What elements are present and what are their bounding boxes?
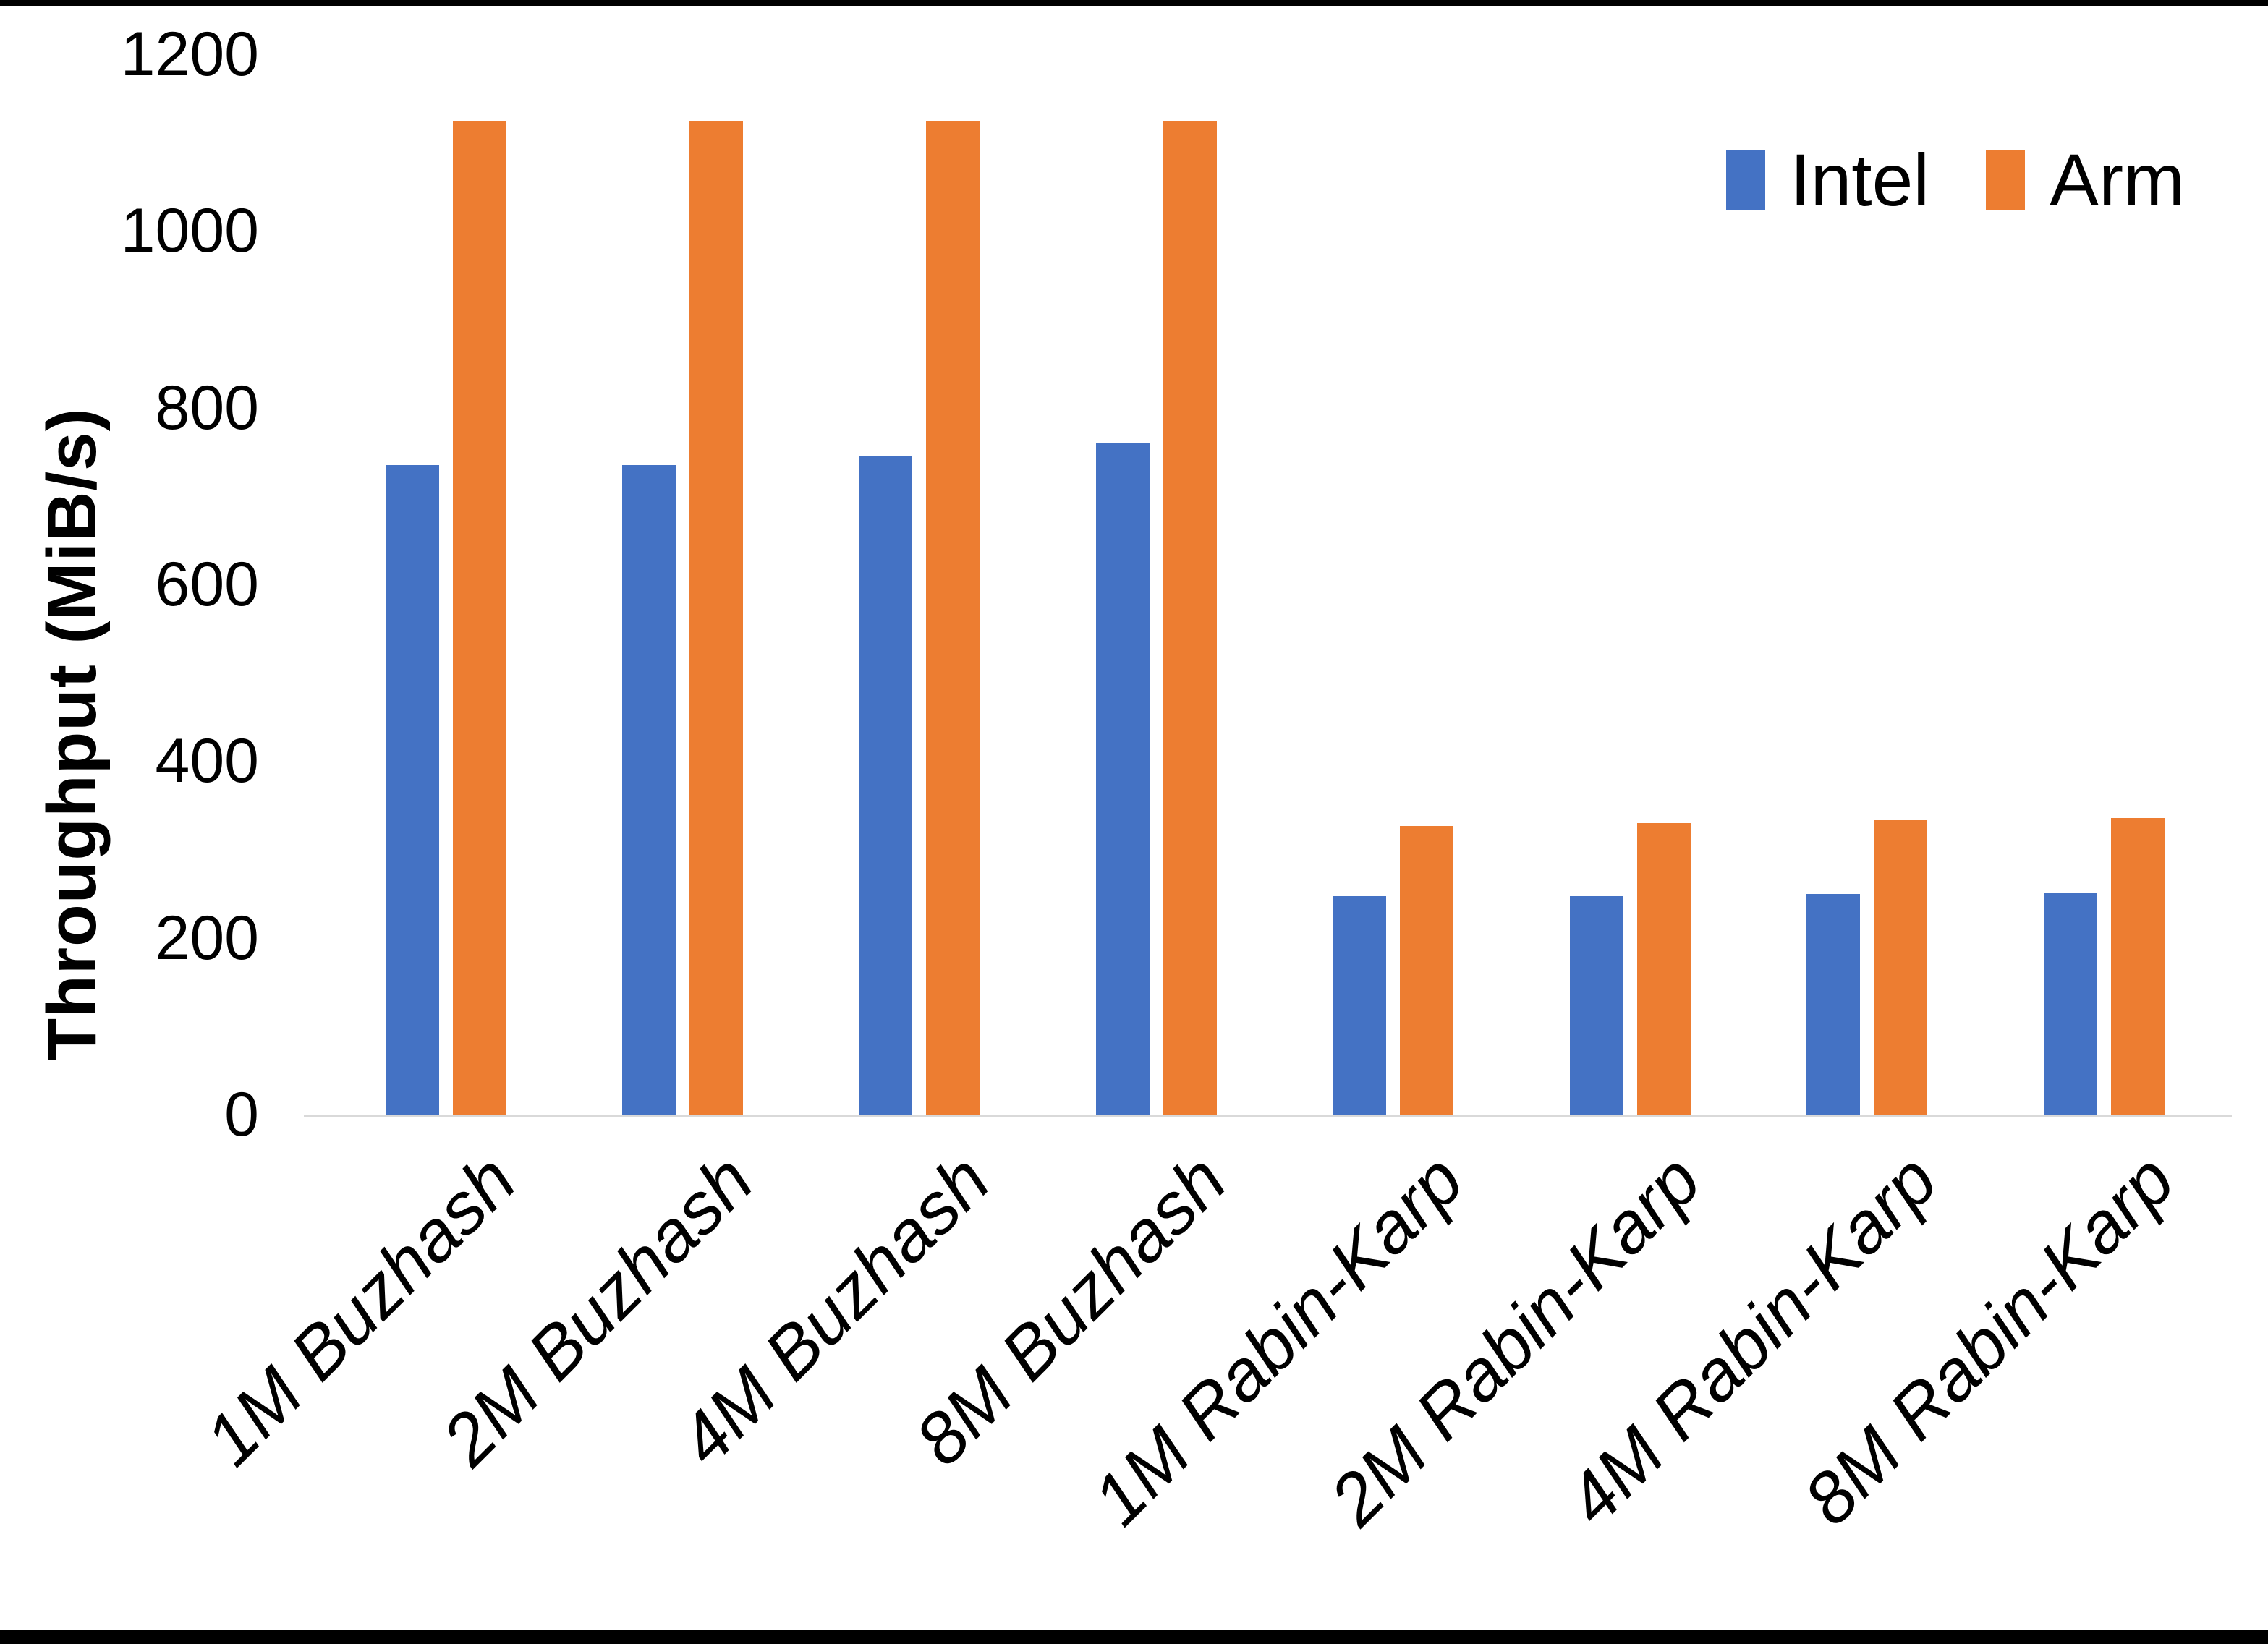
bar-arm-8m-rabin-karp [2110, 817, 2165, 1115]
legend-label-arm: Arm [2050, 139, 2185, 221]
bar-intel-2m-buzhash [621, 465, 676, 1115]
y-tick-label-400: 400 [155, 726, 260, 796]
bar-arm-8m-buzhash [1163, 120, 1217, 1115]
bar-arm-2m-buzhash [689, 120, 743, 1115]
bar-arm-2m-rabin-karp [1636, 822, 1691, 1115]
x-axis-line [304, 1115, 2232, 1117]
bottom-border [0, 1630, 2268, 1644]
bar-intel-8m-buzhash [1095, 443, 1150, 1115]
bar-intel-4m-buzhash [859, 456, 913, 1115]
y-tick-label-600: 600 [155, 550, 260, 619]
y-tick-label-1200: 1200 [120, 20, 259, 89]
top-border [0, 0, 2268, 6]
legend-item-arm: Arm [1986, 143, 2185, 217]
bar-intel-8m-rabin-karp [2043, 893, 2097, 1115]
y-tick-label-800: 800 [155, 372, 260, 443]
bar-arm-4m-rabin-karp [1874, 820, 1928, 1115]
y-tick-label-0: 0 [224, 1080, 259, 1149]
bar-arm-4m-buzhash [926, 120, 980, 1115]
legend: Intel Arm [1726, 143, 2185, 217]
legend-label-intel: Intel [1790, 139, 1930, 221]
legend-swatch-intel [1726, 150, 1766, 210]
legend-item-intel: Intel [1726, 143, 1929, 217]
y-tick-label-200: 200 [155, 903, 260, 973]
y-tick-label-1000: 1000 [120, 196, 259, 266]
bar-intel-1m-buzhash [385, 465, 439, 1115]
bar-intel-4m-rabin-karp [1806, 893, 1861, 1115]
bar-intel-2m-rabin-karp [1569, 896, 1623, 1115]
bar-arm-1m-rabin-karp [1400, 825, 1454, 1115]
legend-swatch-arm [1986, 150, 2026, 210]
bar-arm-1m-buzhash [452, 120, 506, 1115]
bar-intel-1m-rabin-karp [1333, 896, 1387, 1115]
